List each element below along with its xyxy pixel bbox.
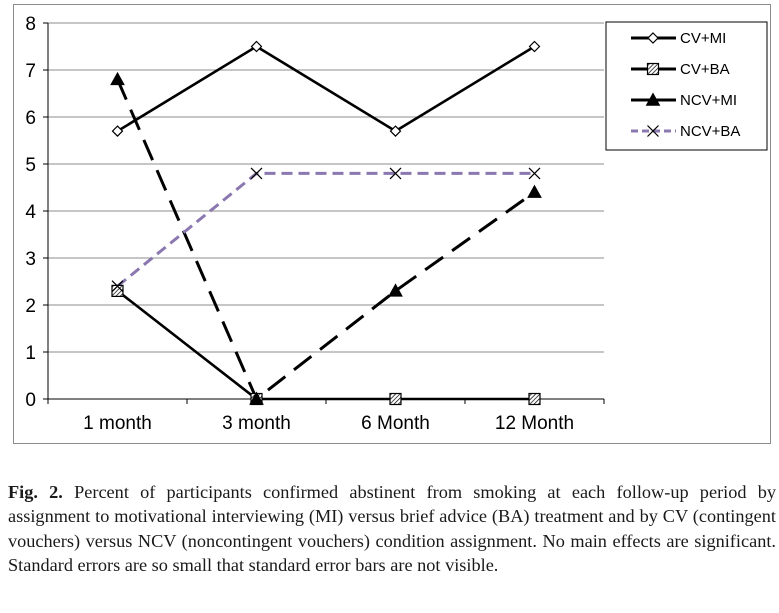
point-cv-mi-2 bbox=[250, 40, 263, 53]
legend-marker-cv-mi bbox=[647, 32, 659, 44]
y-tick-label-5: 5 bbox=[25, 155, 36, 176]
legend-marker-ncv-ba-stroke-b bbox=[647, 125, 659, 137]
legend-label-ncv-ba: NCV+BA bbox=[680, 123, 740, 140]
x-tick-label-3: 6 Month bbox=[361, 413, 430, 434]
point-cv-mi-3 bbox=[389, 125, 402, 137]
point-ncv-ba-1 bbox=[111, 280, 124, 293]
y-tick-label-7: 7 bbox=[25, 61, 36, 82]
point-ncv-mi-4 bbox=[527, 184, 542, 198]
series-line-cv-ba bbox=[116, 289, 535, 401]
x-tick-label-4: 12 Month bbox=[495, 413, 574, 434]
y-tick-label-1: 1 bbox=[25, 343, 36, 364]
series-line-ncv-ba bbox=[116, 171, 535, 288]
series-line-cv-mi bbox=[116, 45, 536, 133]
point-ncv-ba-4-stroke-b bbox=[528, 167, 541, 180]
legend-label-cv-ba: CV+BA bbox=[680, 61, 730, 78]
y-tick-label-0: 0 bbox=[25, 390, 36, 411]
point-ncv-mi-1 bbox=[110, 71, 125, 86]
y-tick-label-4: 4 bbox=[25, 202, 36, 223]
line-chart: 0 1 2 3 4 5 6 7 8 1 month 3 month 6 Month 12 Month C… bbox=[25, 14, 768, 434]
legend-label-ncv-mi: NCV+MI bbox=[680, 92, 737, 109]
figure-caption: Fig. 2. Percent of participants confirme… bbox=[8, 480, 776, 578]
point-ncv-ba-4 bbox=[528, 167, 541, 180]
legend-marker-ncv-mi bbox=[645, 92, 661, 106]
point-cv-ba-3 bbox=[389, 392, 402, 406]
legend-marker-cv-ba bbox=[646, 62, 660, 76]
y-tick-label-2: 2 bbox=[25, 296, 36, 317]
point-ncv-ba-3-stroke-b bbox=[389, 167, 402, 180]
x-tick-label-1: 1 month bbox=[83, 413, 152, 434]
point-ncv-ba-3 bbox=[389, 167, 402, 180]
gridlines bbox=[48, 22, 604, 353]
caption-text: Percent of participants confirmed abstin… bbox=[8, 482, 776, 576]
point-ncv-mi-3 bbox=[388, 283, 403, 297]
y-tick-label-6: 6 bbox=[25, 108, 36, 129]
x-tick-label-2: 3 month bbox=[222, 413, 291, 434]
caption-label: Fig. 2. bbox=[8, 482, 63, 502]
point-cv-ba-4 bbox=[528, 392, 541, 406]
point-ncv-ba-2 bbox=[250, 167, 263, 180]
point-ncv-mi-2 bbox=[249, 391, 264, 405]
y-tick-label-3: 3 bbox=[25, 249, 36, 270]
series-lines bbox=[116, 45, 536, 401]
y-tick-label-8: 8 bbox=[25, 14, 36, 35]
point-cv-ba-1 bbox=[111, 284, 124, 297]
legend-box bbox=[605, 21, 768, 151]
legend-label-cv-mi: CV+MI bbox=[680, 30, 726, 47]
tick-labels: 0 1 2 3 4 5 6 7 8 1 month 3 month 6 Month 12 Month bbox=[25, 14, 574, 434]
legend-marker-ncv-ba bbox=[647, 125, 659, 137]
series-line-ncv-mi bbox=[116, 78, 536, 401]
point-cv-mi-1 bbox=[111, 125, 124, 137]
point-ncv-ba-2-stroke-b bbox=[250, 167, 263, 180]
series-markers bbox=[110, 40, 542, 406]
legend: CV+MI CV+BA NCV+MI NCV+BA bbox=[605, 21, 768, 151]
point-cv-mi-4 bbox=[528, 40, 541, 53]
point-ncv-ba-1-stroke-b bbox=[111, 280, 124, 293]
